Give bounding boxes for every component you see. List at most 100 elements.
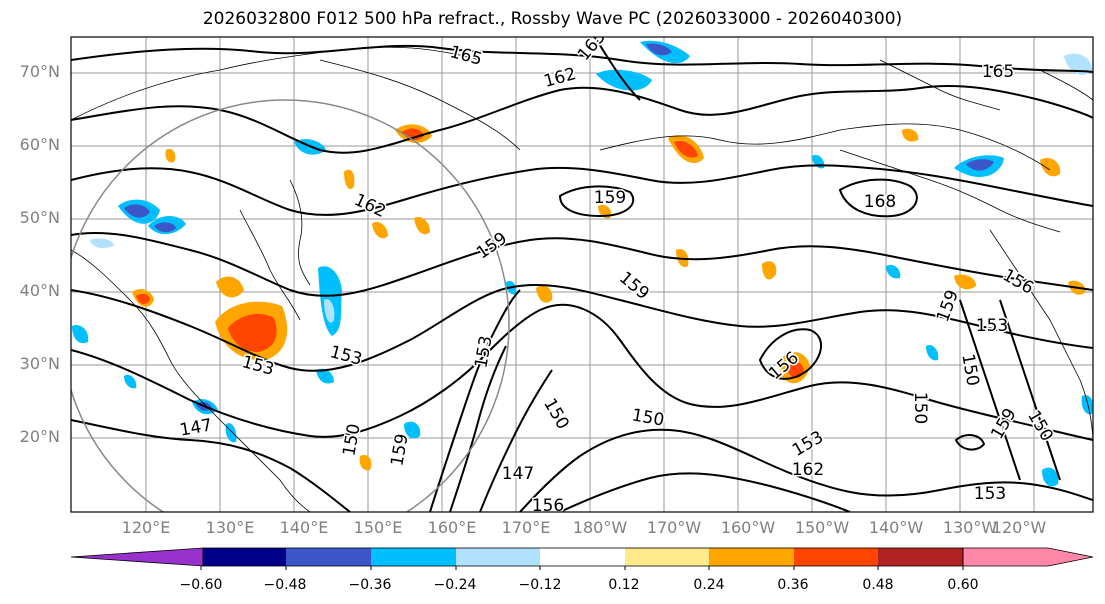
shading-blob xyxy=(124,374,137,389)
contour-label: 147 xyxy=(502,464,534,484)
shading-blob xyxy=(1081,395,1093,415)
shading-blob xyxy=(404,421,421,439)
lat-label-70n: 70°N xyxy=(19,62,60,81)
shading-blob xyxy=(372,221,388,239)
lat-label-60n: 60°N xyxy=(19,135,60,154)
contour-label: 147 xyxy=(178,415,213,440)
lon-label-150w: 150°W xyxy=(794,518,850,537)
colorbar-tick: −0.12 xyxy=(518,577,562,593)
shading-blob xyxy=(536,285,553,303)
colorbar-segment xyxy=(456,548,540,566)
colorbar-segment xyxy=(286,548,371,566)
coastlines xyxy=(71,46,1093,512)
contour-label: 162 xyxy=(792,460,824,480)
map-title: 2026032800 F012 500 hPa refract., Rossby… xyxy=(202,9,903,29)
contour-label: 156 xyxy=(532,496,564,516)
colorbar-tick: 0.36 xyxy=(777,577,809,593)
contour-label: 159 xyxy=(987,405,1021,443)
highlight-circle xyxy=(71,99,510,512)
colorbar-segment xyxy=(203,548,286,566)
map-frame xyxy=(70,36,1094,513)
contour-label: 153 xyxy=(789,427,827,461)
colorbar-tick: 0.60 xyxy=(947,577,979,593)
contour-label: 165 xyxy=(448,42,485,70)
shading-blob xyxy=(72,324,89,344)
colorbar-tick: −0.24 xyxy=(433,577,477,593)
shading-blob xyxy=(228,313,277,352)
contour-label: 159 xyxy=(933,287,963,324)
colorbar-tick: −0.48 xyxy=(263,577,307,593)
lat-label-20n: 20°N xyxy=(19,427,60,446)
colorbar-tick: 0.24 xyxy=(693,577,725,593)
colorbar-frame xyxy=(202,547,964,567)
contour-label: 153 xyxy=(328,342,365,370)
colorbar-segment xyxy=(794,548,878,566)
contour-label: 153 xyxy=(976,316,1008,336)
shading-blob xyxy=(359,454,372,471)
contour-label: 159 xyxy=(594,188,626,208)
contour-label: 162 xyxy=(351,190,389,222)
shading-blob xyxy=(216,276,244,298)
shading-blob xyxy=(926,344,939,361)
shading-blob xyxy=(165,148,176,163)
lon-label-140e: 140°E xyxy=(279,518,329,537)
shading-blob xyxy=(902,128,919,142)
lon-label-150e: 150°E xyxy=(353,518,403,537)
lon-label-170e: 170°E xyxy=(501,518,551,537)
contour-label: 168 xyxy=(864,192,896,212)
colorbar-tick: −0.60 xyxy=(179,577,223,593)
shading-blob xyxy=(324,299,335,323)
shading-blob xyxy=(1040,157,1061,177)
colorbar-segment xyxy=(709,548,794,566)
colorbar xyxy=(70,547,1094,570)
contour-label: 153 xyxy=(471,334,496,369)
colorbar-segment xyxy=(878,548,963,566)
shading-blob xyxy=(316,368,334,384)
contour-label: 150 xyxy=(957,352,982,387)
shading-blob xyxy=(90,238,114,248)
lon-label-120w: 120°W xyxy=(991,518,1047,537)
contour-label: 150 xyxy=(630,405,665,430)
lon-label-140w: 140°W xyxy=(868,518,924,537)
shading-blob xyxy=(762,261,777,280)
lat-label-30n: 30°N xyxy=(19,354,60,373)
contour-label: 156 xyxy=(999,265,1037,299)
lat-label-40n: 40°N xyxy=(19,281,60,300)
lon-label-160e: 160°E xyxy=(427,518,477,537)
shading-blob xyxy=(124,204,150,218)
lon-label-180w: 180°W xyxy=(572,518,628,537)
shading-blob xyxy=(154,222,176,233)
colorbar-segment xyxy=(625,548,709,566)
contour-label: 153 xyxy=(974,484,1006,504)
colorbar-extend-high xyxy=(962,547,1094,567)
colorbar-tick: −0.36 xyxy=(348,577,392,593)
shading-blob xyxy=(966,159,994,171)
contour-label: 159 xyxy=(387,432,412,467)
contour-label: 159 xyxy=(615,268,653,304)
colorbar-segment xyxy=(540,548,625,566)
lon-label-130w: 130°W xyxy=(942,518,998,537)
shading-blob xyxy=(646,43,672,56)
contour-label: 165 xyxy=(982,62,1014,82)
contour-label: 150 xyxy=(539,395,573,433)
shading-blob xyxy=(674,140,698,158)
contour-label: 150 xyxy=(1023,407,1057,445)
shading-blob xyxy=(786,361,804,379)
shading-blob xyxy=(1064,53,1092,75)
shading-blob xyxy=(344,169,355,190)
colorbar-extend-low xyxy=(70,547,204,567)
shading-blob xyxy=(414,216,430,235)
lon-label-130e: 130°E xyxy=(205,518,255,537)
colorbar-segment xyxy=(371,548,456,566)
contour-labels: 165 165 162 165 162 159 159 168 159 159 153 153 153 1… xyxy=(177,27,1058,516)
lon-label-170w: 170°W xyxy=(646,518,702,537)
shading-blob xyxy=(886,264,901,279)
lon-label-120e: 120°E xyxy=(121,518,171,537)
contour-label: 150 xyxy=(910,392,930,424)
shading-blob xyxy=(954,274,976,290)
lon-label-160w: 160°W xyxy=(720,518,776,537)
contour-label: 165 xyxy=(574,27,610,65)
refractivity-contours xyxy=(71,37,1093,512)
shading-blob xyxy=(136,293,150,305)
